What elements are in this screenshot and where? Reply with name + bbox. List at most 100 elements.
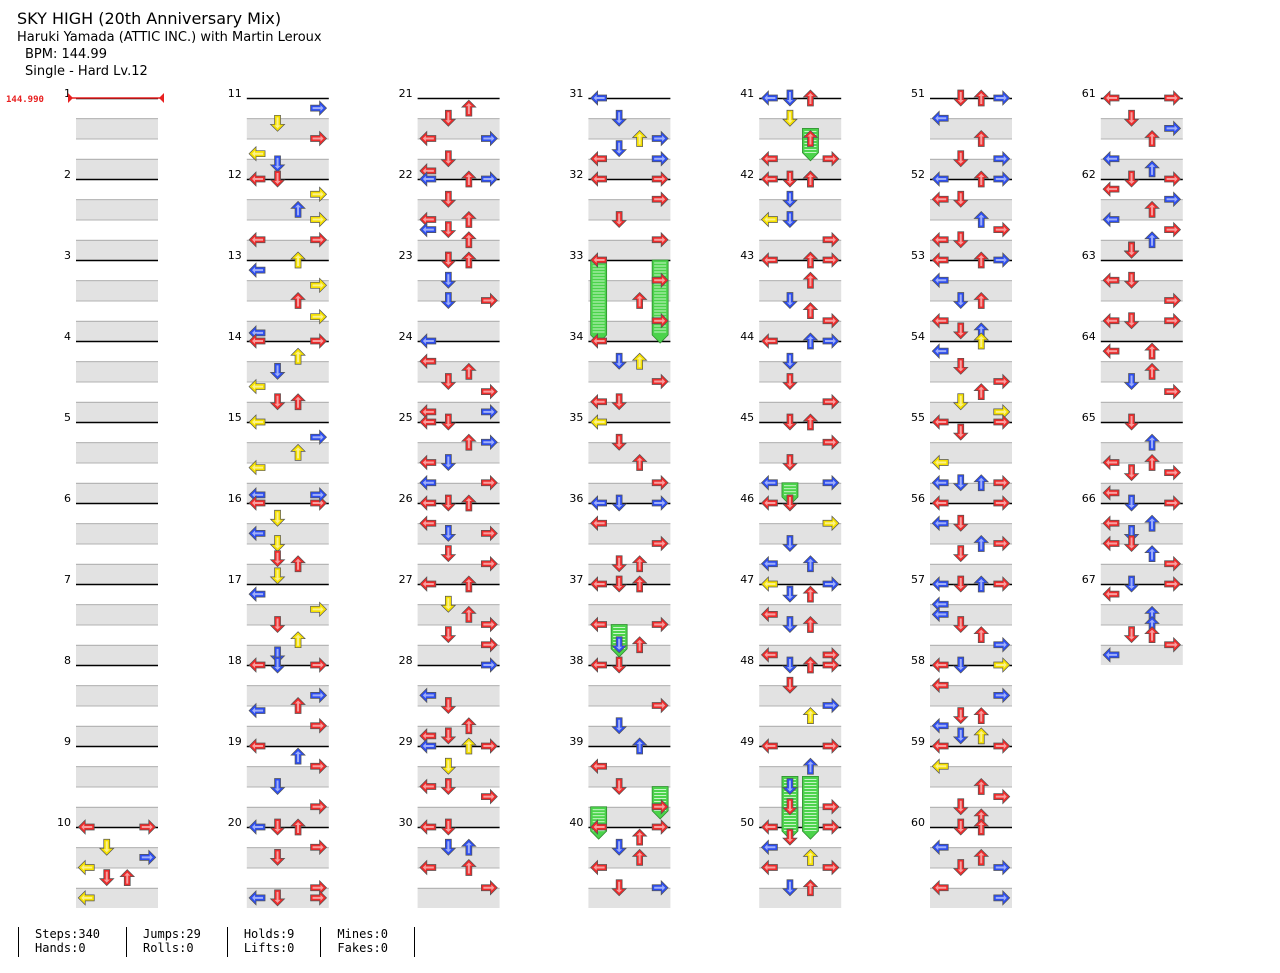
measure-50: 50 (740, 816, 842, 908)
arrow-highlight (616, 780, 623, 792)
bpm-tick-left (68, 93, 73, 103)
arrow-right-icon (651, 130, 669, 147)
beat-stripe (930, 725, 1012, 746)
beat-stripe (930, 847, 1012, 868)
arrow-highlight (654, 500, 666, 506)
arrow-left-icon (590, 171, 608, 187)
arrow-up-icon (1144, 626, 1160, 643)
arrow-down-icon (952, 545, 969, 563)
measure-number: 5 (64, 411, 71, 424)
arrow-highlight (654, 176, 666, 182)
arrow-highlight (957, 324, 964, 336)
arrow-down-icon (440, 494, 457, 512)
arrow-highlight (978, 336, 985, 347)
arrow-highlight (807, 589, 814, 601)
song-header: SKY HIGH (20th Anniversary Mix) Haruki Y… (17, 9, 322, 80)
arrow-highlight (1149, 619, 1156, 631)
measure-11: 11 (228, 87, 329, 179)
arrow-left-icon (760, 576, 778, 592)
arrow-down-icon (782, 585, 798, 603)
arrow-highlight (1106, 591, 1118, 598)
arrow-highlight (824, 257, 836, 263)
arrow-left-icon (77, 859, 95, 876)
arrow-right-icon (651, 231, 669, 248)
arrow-highlight (483, 662, 495, 668)
arrow-highlight (252, 464, 264, 471)
arrow-highlight (824, 398, 836, 405)
beat-stripe (588, 239, 671, 260)
arrow-highlight (483, 793, 495, 800)
arrow-right-icon (310, 277, 328, 294)
arrow-left-icon (419, 171, 437, 187)
measure-31: 31 (569, 87, 671, 179)
measure-number: 53 (911, 249, 925, 262)
arrow-highlight (995, 408, 1007, 415)
beat-stripe (76, 118, 158, 139)
arrow-highlight (935, 196, 947, 203)
arrow-right-icon (822, 515, 840, 532)
arrow-highlight (312, 884, 324, 891)
beat-stripe (1100, 401, 1183, 422)
arrow-left-icon (931, 576, 949, 592)
arrow-highlight (935, 763, 947, 770)
arrow-highlight (636, 639, 643, 651)
arrow-highlight (935, 419, 947, 425)
arrow-highlight (1166, 581, 1178, 587)
arrow-left-icon (419, 221, 437, 238)
arrow-down-icon (269, 535, 286, 552)
arrow-left-icon (931, 171, 949, 187)
arrow-highlight (807, 660, 814, 671)
arrow-highlight (935, 682, 947, 689)
arrow-right-icon (481, 525, 498, 542)
arrow-highlight (935, 500, 947, 506)
arrow-down-icon (952, 322, 969, 340)
arrow-highlight (786, 659, 793, 670)
measure-number: 8 (64, 654, 71, 667)
arrow-highlight (935, 520, 947, 527)
arrow-highlight (616, 213, 623, 225)
arrow-down-icon (952, 798, 969, 816)
arrow-left-icon (248, 231, 266, 248)
arrow-highlight (274, 780, 281, 792)
song-artist: Haruki Yamada (ATTIC INC.) with Martin L… (17, 30, 322, 45)
hold-body (651, 259, 669, 344)
arrow-right-icon (310, 717, 328, 734)
beat-stripe (246, 604, 329, 625)
arrow-down-icon (269, 393, 286, 411)
arrow-left-icon (248, 657, 266, 673)
arrow-highlight (1166, 297, 1178, 304)
arrow-left-icon (760, 859, 778, 876)
arrow-left-icon (419, 333, 437, 349)
measure-number: 61 (1082, 87, 1096, 100)
beat-stripe (246, 482, 329, 503)
arrow-up-icon (461, 605, 477, 623)
arrow-down-icon (611, 717, 627, 735)
arrow-down-icon (440, 454, 457, 471)
arrow-left-icon (590, 252, 608, 268)
arrow-highlight (978, 781, 985, 793)
beat-stripe (417, 563, 500, 584)
measure-number: 25 (399, 411, 413, 424)
arrow-right-icon (651, 171, 669, 187)
arrow-left-icon (1102, 150, 1120, 167)
beat-stripe (588, 199, 671, 220)
beat-stripe (76, 239, 158, 260)
measure-63: 63 (1082, 249, 1183, 341)
beat-stripe (246, 401, 329, 422)
arrow-right-icon (822, 393, 840, 410)
arrow-highlight (483, 439, 495, 446)
beat-stripe (759, 766, 842, 787)
arrow-right-icon (1164, 120, 1182, 137)
measure-1: 1 (64, 87, 158, 179)
beat-stripe (930, 766, 1012, 787)
arrow-highlight (593, 95, 605, 101)
beat-stripe (930, 361, 1012, 382)
arrow-right-icon (993, 535, 1011, 552)
measure-number: 66 (1082, 492, 1096, 505)
arrow-highlight (978, 174, 985, 185)
arrow-highlight (957, 92, 964, 103)
arrow-highlight (807, 417, 814, 428)
arrow-highlight (935, 743, 947, 749)
arrow-highlight (422, 408, 434, 415)
